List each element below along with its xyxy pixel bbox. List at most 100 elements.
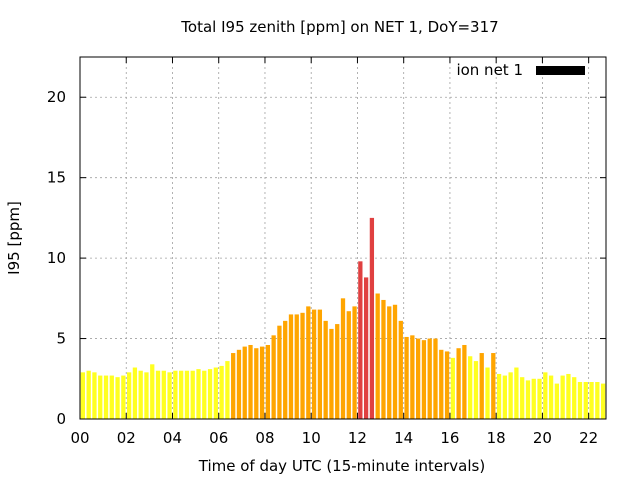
bar [80,372,86,419]
bar [508,372,513,419]
x-tick-label: 10 [302,429,321,447]
bar [358,261,363,419]
bar [259,346,265,419]
bar [363,277,369,419]
x-tick-label: 16 [440,429,459,447]
bar [179,370,184,419]
bar [531,378,536,419]
legend-swatch [536,66,585,75]
x-axis-label: Time of day UTC (15-minute intervals) [198,457,485,475]
bar [369,217,375,419]
bar [254,348,259,419]
bar [468,356,473,419]
bar [404,336,409,419]
bar [109,375,114,419]
bar [161,370,166,419]
grid-lines [80,57,606,419]
bar [225,361,230,419]
chart-title: Total I95 zenith [ppm] on NET 1, DoY=317 [180,18,498,36]
bar [92,372,97,419]
bar [583,382,588,419]
x-tick-label: 22 [579,429,598,447]
bar [554,383,560,419]
bar [525,380,531,419]
bar [150,364,155,419]
legend-label: ion net 1 [456,61,523,79]
bar [271,335,276,419]
bar [190,370,195,419]
x-tick-label: 12 [348,429,367,447]
bar [340,298,346,419]
bar [283,320,288,419]
bar [300,312,305,419]
bar [410,335,415,419]
x-tick-label: 06 [209,429,228,447]
bar [207,369,213,419]
bar [589,382,594,419]
bar [560,375,565,419]
bar [462,344,467,419]
bar [288,314,294,419]
bar [491,353,496,419]
bar [317,309,323,419]
bar [595,382,600,419]
bar [236,349,242,419]
bar-series [80,217,606,419]
bar [144,372,149,419]
bar [121,375,126,419]
bar [387,306,392,419]
bar [138,370,143,419]
bar [502,375,507,419]
bar [520,377,525,419]
bar [294,314,299,419]
bar [219,365,224,419]
bar [496,373,502,419]
y-tick-label: 15 [47,169,66,187]
bar [329,328,334,419]
y-tick-label: 20 [47,88,66,106]
axis-tick-labels: 00 02 04 06 08 10 12 14 16 18 20 22 0 5 10 15 20 [47,88,598,447]
bar [566,373,571,419]
bar [444,351,450,419]
x-tick-label: 14 [394,429,413,447]
bar [398,320,403,419]
bar [277,325,282,419]
x-tick-label: 18 [487,429,506,447]
bar [433,338,438,419]
y-axis-label: I95 [ppm] [5,201,23,275]
bar [577,382,583,419]
bar [392,304,398,419]
plot-border [79,56,607,420]
bar [196,369,201,419]
x-tick-label: 04 [163,429,182,447]
bar [427,338,432,419]
bar [375,293,380,419]
bar [167,372,172,419]
bar [346,311,351,419]
bar [485,367,490,419]
legend: ion net 1 [456,61,585,79]
bar [543,372,548,419]
bar [548,375,554,419]
bar [306,306,311,419]
x-tick-label: 08 [255,429,274,447]
bar [323,320,328,419]
bar [248,344,253,419]
bar [450,357,455,419]
bar [421,340,427,419]
bar [416,338,421,419]
bar [456,348,461,419]
bar [352,306,357,419]
bar [103,375,109,419]
bar [132,367,138,419]
bar [155,370,161,419]
bar [572,377,577,419]
bar [173,370,178,419]
bar [537,378,542,419]
bar [202,370,207,419]
bar [184,370,190,419]
y-tick-label: 0 [56,410,66,428]
x-tick-label: 20 [533,429,552,447]
